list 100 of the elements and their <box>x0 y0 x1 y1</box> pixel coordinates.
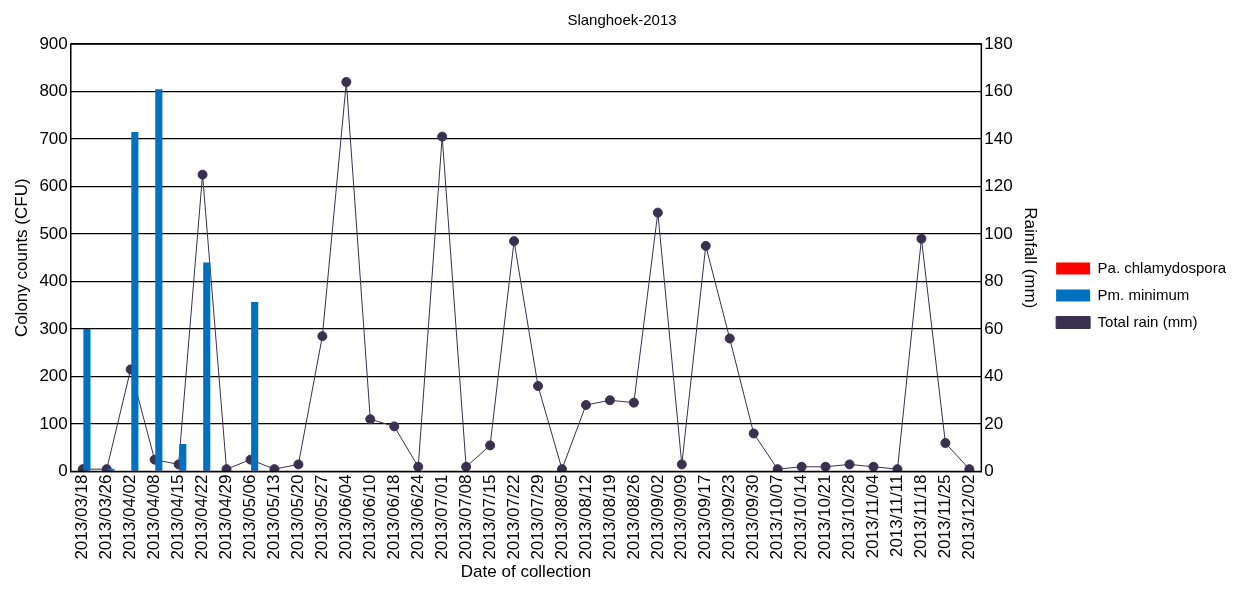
x-tick-label: 2013/05/06 <box>240 474 260 560</box>
x-tick-label: 2013/11/25 <box>935 474 955 559</box>
point <box>892 464 903 472</box>
y-tick-label: 400 <box>39 271 68 291</box>
point <box>197 169 208 180</box>
bar <box>251 301 259 471</box>
x-tick-label: 2013/04/02 <box>120 474 140 560</box>
point <box>940 438 951 449</box>
point <box>772 464 783 472</box>
x-tick-label: 2013/10/07 <box>767 474 787 560</box>
point <box>509 236 520 247</box>
x-tick-label: 2013/09/30 <box>743 474 763 560</box>
x-tick-label: 2013/04/08 <box>144 474 164 560</box>
y2-tick-label: 60 <box>984 318 1004 338</box>
y-tick-label: 900 <box>39 33 68 53</box>
point <box>293 459 304 470</box>
x-tick-label: 2013/09/09 <box>671 474 691 560</box>
point <box>868 461 879 472</box>
point <box>365 414 376 425</box>
y2-tick-label: 40 <box>984 366 1004 386</box>
legend-label: Pa. chlamydospora <box>1097 258 1227 276</box>
point <box>389 421 400 432</box>
point <box>676 459 687 470</box>
point <box>844 459 855 470</box>
point <box>461 461 472 472</box>
x-tick-label: 2013/10/14 <box>791 474 811 560</box>
point <box>485 440 496 451</box>
y-tick-label: 300 <box>39 318 68 338</box>
point <box>221 464 232 472</box>
point <box>700 240 711 251</box>
point <box>916 233 927 244</box>
point <box>341 77 352 87</box>
y2-tick-label: 180 <box>984 33 1013 53</box>
y-tick-label: 600 <box>39 176 68 196</box>
y2-tick-label: 80 <box>984 271 1004 291</box>
point <box>413 461 424 472</box>
y-tick-label: 100 <box>39 413 68 433</box>
x-tick-label: 2013/06/04 <box>336 474 356 560</box>
x-tick-label: 2013/08/12 <box>575 474 595 560</box>
y2-axis-title: Rainfall (mm) <box>1021 207 1041 309</box>
point <box>437 131 448 142</box>
chart-title: Slanghoek-2013 <box>567 11 677 29</box>
x-tick-label: 2013/06/24 <box>407 474 427 560</box>
x-tick-label: 2013/04/22 <box>192 474 212 560</box>
x-tick-label: 2013/09/17 <box>695 474 715 560</box>
point <box>820 461 831 472</box>
y2-tick-label: 100 <box>984 223 1013 243</box>
point <box>269 464 280 472</box>
point <box>748 428 759 439</box>
y2-tick-label: 20 <box>984 413 1004 433</box>
x-tick-label: 2013/03/18 <box>72 474 92 560</box>
point <box>556 464 567 472</box>
y-tick-label: 0 <box>58 461 68 481</box>
x-tick-label: 2013/11/11 <box>887 474 907 558</box>
x-tick-label: 2013/07/29 <box>527 474 547 560</box>
x-tick-label: 2013/04/15 <box>168 474 188 560</box>
point <box>652 207 663 218</box>
bar <box>179 443 187 471</box>
bar <box>131 131 139 471</box>
x-tick-label: 2013/07/08 <box>455 474 475 560</box>
y2-tick-label: 120 <box>984 176 1013 196</box>
bar <box>155 89 163 471</box>
x-tick-label: 2013/11/18 <box>911 474 931 559</box>
point <box>604 395 615 406</box>
x-tick-label: 2013/09/23 <box>719 474 739 560</box>
legend-label: Pm. minimum <box>1097 285 1190 303</box>
x-tick-label: 2013/04/29 <box>216 474 236 560</box>
y-tick-label: 700 <box>39 128 68 148</box>
y2-tick-label: 0 <box>984 461 994 481</box>
x-tick-label: 2013/07/01 <box>431 474 451 560</box>
y2-tick-label: 160 <box>984 81 1013 101</box>
x-tick-label: 2013/09/02 <box>647 474 667 560</box>
bar <box>83 329 91 471</box>
x-tick-label: 2013/05/13 <box>264 474 284 560</box>
point <box>628 397 639 408</box>
x-axis-title: Date of collection <box>460 562 592 582</box>
legend-label: Total rain (mm) <box>1097 312 1198 330</box>
y2-tick-label: 140 <box>984 128 1013 148</box>
y-tick-label: 800 <box>39 81 68 101</box>
x-tick-label: 2013/06/10 <box>359 474 379 560</box>
x-tick-label: 2013/11/04 <box>863 474 883 559</box>
y-tick-label: 200 <box>39 366 68 386</box>
x-tick-label: 2013/08/19 <box>599 474 619 560</box>
x-tick-label: 2013/07/22 <box>503 474 523 560</box>
point <box>317 331 328 342</box>
point <box>724 333 735 344</box>
x-tick-label: 2013/05/27 <box>312 474 332 560</box>
x-tick-label: 2013/08/05 <box>551 474 571 560</box>
y-axis-title: Colony counts (CFU) <box>11 178 31 338</box>
x-tick-label: 2013/10/28 <box>839 474 859 560</box>
x-tick-label: 2013/08/26 <box>623 474 643 560</box>
x-tick-label: 2013/03/26 <box>96 474 116 560</box>
point <box>964 464 975 472</box>
x-tick-label: 2013/07/15 <box>479 474 499 560</box>
point <box>580 400 591 411</box>
x-tick-label: 2013/10/21 <box>815 474 835 560</box>
x-tick-label: 2013/05/20 <box>288 474 308 560</box>
x-tick-label: 2013/06/18 <box>383 474 403 560</box>
point <box>533 381 544 392</box>
x-tick-label: 2013/12/02 <box>959 474 979 560</box>
